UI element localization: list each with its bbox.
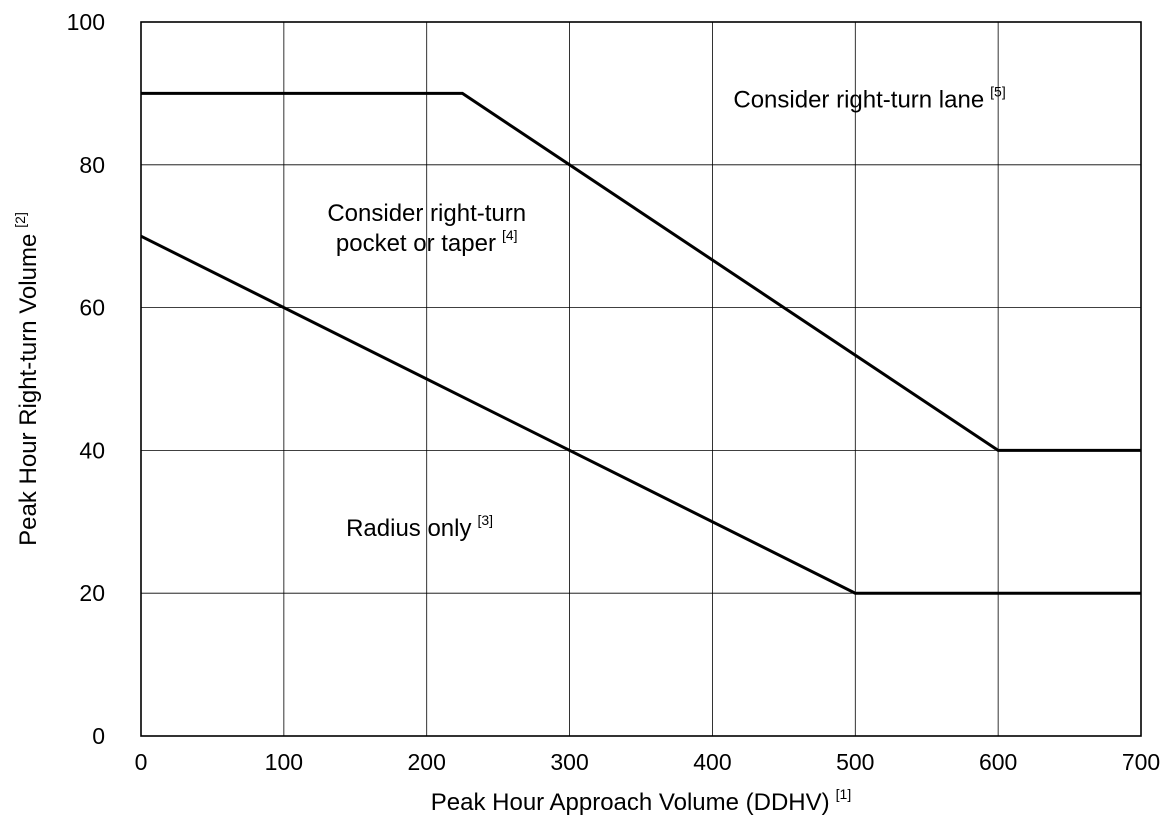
annotation-2: Consider right-turn pocket or taper [4]	[327, 200, 526, 257]
x-axis-title-ref: [1]	[836, 786, 852, 802]
x-axis-title: Peak Hour Approach Volume (DDHV) [1]	[431, 786, 851, 816]
x-tick-label: 600	[979, 749, 1017, 775]
x-tick-label: 500	[836, 749, 874, 775]
annotation-line: Consider right-turn lane	[733, 87, 984, 114]
x-axis-title-text: Peak Hour Approach Volume (DDHV)	[431, 789, 830, 816]
annotation-1: Radius only [3]	[346, 512, 493, 542]
series-lines	[140, 91, 1141, 595]
y-axis-title-text: Peak Hour Right-turn Volume	[15, 234, 42, 546]
plot-frame	[140, 21, 1142, 737]
x-tick-label: 200	[408, 749, 446, 775]
y-tick-label: 20	[79, 580, 105, 606]
x-tick-labels: 0 100 200 300 400 500 600 700	[135, 749, 1161, 775]
y-tick-label: 0	[92, 723, 105, 749]
x-tick-label: 100	[265, 749, 303, 775]
series-line-1	[140, 234, 1141, 595]
annotation-ref: [3]	[477, 512, 493, 528]
annotation-ref: [5]	[990, 84, 1006, 100]
y-tick-label: 60	[79, 295, 105, 321]
y-tick-label: 100	[67, 9, 105, 35]
series-line-2	[141, 91, 1141, 452]
x-tick-label: 300	[550, 749, 588, 775]
x-tick-label: 400	[693, 749, 731, 775]
y-tick-label: 40	[79, 437, 105, 463]
annotation-ref: [4]	[502, 227, 518, 243]
annotations: Radius only [3] Consider right-turn pocket …	[327, 84, 1005, 542]
annotation-line: Consider right-turn	[327, 200, 526, 227]
y-axis-title-ref: [2]	[12, 212, 28, 228]
grid-lines	[141, 22, 1141, 736]
annotation-3: Consider right-turn lane [5]	[733, 84, 1005, 114]
y-tick-labels: 0 20 40 60 80 100	[67, 9, 105, 749]
x-tick-label: 0	[135, 749, 148, 775]
y-tick-label: 80	[79, 152, 105, 178]
y-axis-title: Peak Hour Right-turn Volume [2]	[12, 212, 42, 546]
annotation-line: Radius only	[346, 515, 471, 542]
annotation-line: pocket or taper	[336, 230, 496, 257]
x-tick-label: 700	[1122, 749, 1160, 775]
